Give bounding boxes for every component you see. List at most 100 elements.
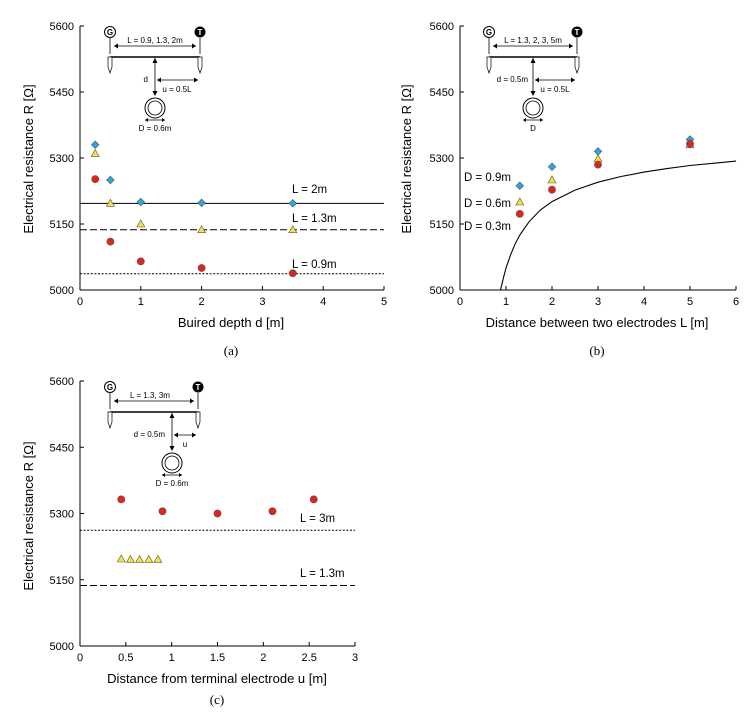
y-tick-label: 5000 xyxy=(430,285,454,297)
caption-b: (b) xyxy=(589,343,604,358)
y-tick-label: 5300 xyxy=(50,153,74,165)
data-points-b xyxy=(515,135,695,218)
terminal-electrode-icon xyxy=(194,26,206,38)
x-tick-label: 5 xyxy=(687,296,693,308)
series-label-b-2: D = 0.6m xyxy=(464,198,511,210)
x-tick-label: 1.5 xyxy=(210,652,225,664)
terminal-electrode-icon xyxy=(571,26,583,38)
y-tick-label: 5600 xyxy=(430,21,454,33)
data-point-circle xyxy=(288,269,297,278)
data-point-diamond xyxy=(90,140,100,150)
data-point-triangle xyxy=(90,148,100,157)
data-point-triangle xyxy=(135,554,145,563)
y-tick-label: 5150 xyxy=(50,575,74,587)
caption-a: (a) xyxy=(224,343,238,358)
data-point-triangle xyxy=(125,554,135,563)
data-point-circle xyxy=(213,509,222,518)
y-tick-label: 5600 xyxy=(50,376,74,388)
y-tick-label: 5000 xyxy=(50,641,74,653)
x-tick-label: 4 xyxy=(320,296,326,308)
ground-label: G xyxy=(107,383,113,392)
data-point-circle xyxy=(309,495,318,504)
x-tick-label: 0 xyxy=(77,652,83,664)
terminal-electrode-icon xyxy=(192,381,204,393)
x-tick-label: 0 xyxy=(77,296,83,308)
schematic-depth: d = 0.5m xyxy=(134,430,166,439)
line-label-a-1: L = 2m xyxy=(292,184,327,196)
data-point-circle xyxy=(548,185,556,194)
data-point-circle xyxy=(515,209,524,218)
y-tick-label: 5450 xyxy=(50,87,74,99)
electrode-rod-icon xyxy=(195,411,201,430)
x-tick-label: 5 xyxy=(381,296,387,308)
fit-curve xyxy=(499,160,737,291)
data-point-circle xyxy=(197,264,206,272)
electrode-rod-icon xyxy=(486,56,492,75)
terminal-label: T xyxy=(196,383,201,392)
panel-a: 0 1 2 3 4 5 5000 5150 5300 5450 5600 Buired depth … xyxy=(21,21,387,358)
y-tick-label: 5450 xyxy=(430,87,454,99)
series-label-b-1: D = 0.9m xyxy=(464,172,511,184)
data-point-triangle xyxy=(116,554,126,563)
x-tick-label: 2 xyxy=(260,652,266,664)
data-point-triangle xyxy=(515,197,525,206)
x-tick-label: 2 xyxy=(549,296,555,308)
line-label-c-1: L = 3m xyxy=(300,513,335,525)
x-tick-label: 1 xyxy=(169,652,175,664)
line-label-c-2: L = 1.3m xyxy=(300,568,345,580)
panel-c: 0 0.5 1 1.5 2 2.5 3 5000 5150 5300 5450 5600 Distan… xyxy=(21,376,358,707)
schematic-depth: d = 0.5m xyxy=(497,75,529,84)
x-axis-label-a: Buired depth d [m] xyxy=(178,315,284,330)
schematic-length: L = 1.3, 3m xyxy=(130,391,170,400)
x-axis-label-b: Distance between two electrodes L [m] xyxy=(486,315,709,330)
data-point-triangle xyxy=(105,198,115,207)
x-tick-label: 1 xyxy=(503,296,509,308)
reference-lines-a xyxy=(80,202,384,275)
data-points-a xyxy=(90,140,298,278)
data-point-diamond xyxy=(197,198,206,208)
schematic-depth: d xyxy=(144,75,148,84)
data-point-triangle xyxy=(547,175,557,184)
y-tick-label: 5300 xyxy=(430,153,454,165)
fit-curve-b xyxy=(499,160,737,291)
x-tick-label: 6 xyxy=(733,296,739,308)
line-label-a-3: L = 0.9m xyxy=(292,259,337,271)
data-point-circle xyxy=(158,507,167,516)
y-tick-label: 5000 xyxy=(50,285,74,297)
y-tick-label: 5150 xyxy=(430,219,454,231)
axes-b: 0 1 2 3 4 5 6 5000 5150 5300 5450 5600 xyxy=(430,21,740,308)
axes-a: 0 1 2 3 4 5 5000 5150 5300 5450 5600 xyxy=(50,21,388,308)
schematic-diameter: D = 0.6m xyxy=(139,124,172,133)
data-point-triangle xyxy=(153,554,163,563)
x-tick-label: 2 xyxy=(199,296,205,308)
data-point-triangle xyxy=(136,219,146,228)
axes-c: 0 0.5 1 1.5 2 2.5 3 5000 5150 5300 5450 5600 xyxy=(50,376,359,664)
y-tick-label: 5150 xyxy=(50,219,74,231)
x-tick-label: 3 xyxy=(352,652,358,664)
schematic-offset: u = 0.5L xyxy=(540,85,570,94)
data-point-circle xyxy=(136,257,145,266)
data-point-triangle xyxy=(197,225,207,234)
panel-b: 0 1 2 3 4 5 6 5000 5150 5300 5450 5600 Distance bet… xyxy=(399,21,739,358)
schematic-length: L = 1.3, 2, 3, 5m xyxy=(504,36,562,45)
x-tick-label: 3 xyxy=(595,296,601,308)
data-point-triangle xyxy=(288,225,298,234)
series-label-b-3: D = 0.3m xyxy=(464,221,511,233)
x-tick-label: 0 xyxy=(457,296,463,308)
y-axis-label-a: Electrical resistance R [Ω] xyxy=(21,84,36,233)
schematic-offset: u = 0.5L xyxy=(162,85,192,94)
x-tick-label: 0.5 xyxy=(118,652,133,664)
data-points-c xyxy=(116,495,318,563)
terminal-label: T xyxy=(575,28,580,37)
x-tick-label: 1 xyxy=(138,296,144,308)
ground-electrode-icon xyxy=(483,26,495,38)
x-axis-label-c: Distance from terminal electrode u [m] xyxy=(107,671,327,686)
data-point-circle xyxy=(686,140,694,148)
data-point-diamond xyxy=(288,199,298,208)
reference-lines-c xyxy=(80,529,355,586)
ground-electrode-icon xyxy=(104,381,116,393)
line-label-a-2: L = 1.3m xyxy=(292,213,337,225)
schematic-diameter: D xyxy=(530,124,536,133)
data-point-circle xyxy=(268,507,277,516)
